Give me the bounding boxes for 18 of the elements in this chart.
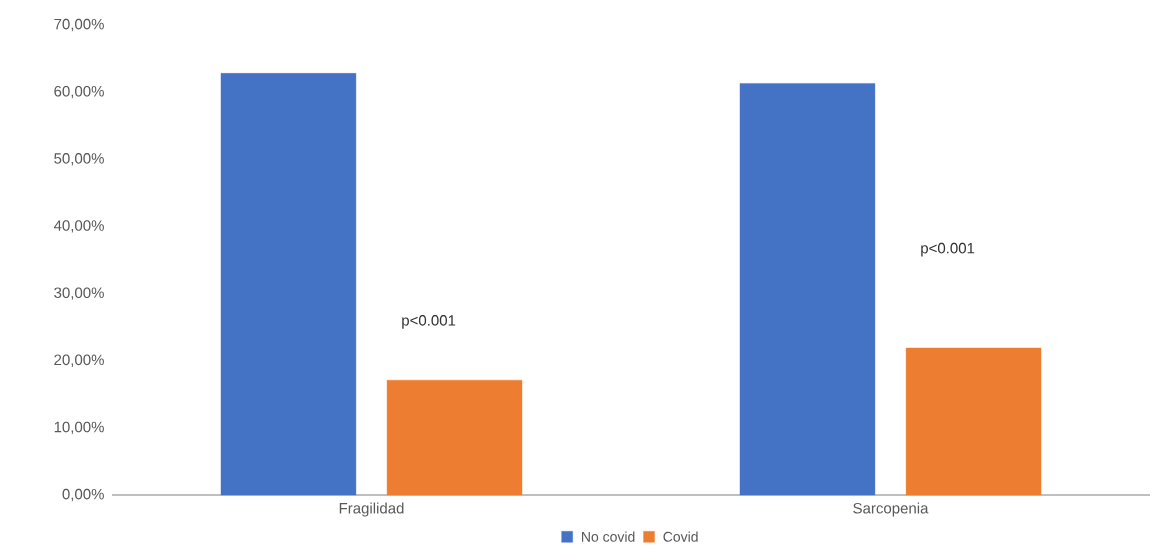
y-tick-label: 30,00% [54, 287, 104, 300]
bar [739, 83, 876, 496]
y-tick-label: 10,00% [54, 421, 104, 434]
y-tick-label: 40,00% [53, 220, 104, 233]
bar [220, 73, 357, 496]
y-tick-label: 60,00% [54, 85, 104, 99]
x-tick-label: Sarcopenia [853, 502, 929, 517]
legend-label: No covid [582, 531, 635, 542]
y-tick-label: 70,00% [54, 18, 104, 32]
legend-label: Covid [663, 531, 698, 542]
annotation: p<0.001 [921, 242, 975, 257]
y-tick-label: 20,00% [54, 354, 104, 367]
y-tick-label: 0,00% [62, 488, 104, 502]
bar [386, 379, 523, 496]
annotation: p<0.001 [402, 315, 456, 329]
y-tick-label: 50,00% [54, 153, 104, 166]
x-tick-label: Fragilidad [339, 502, 404, 517]
bar [905, 347, 1042, 496]
